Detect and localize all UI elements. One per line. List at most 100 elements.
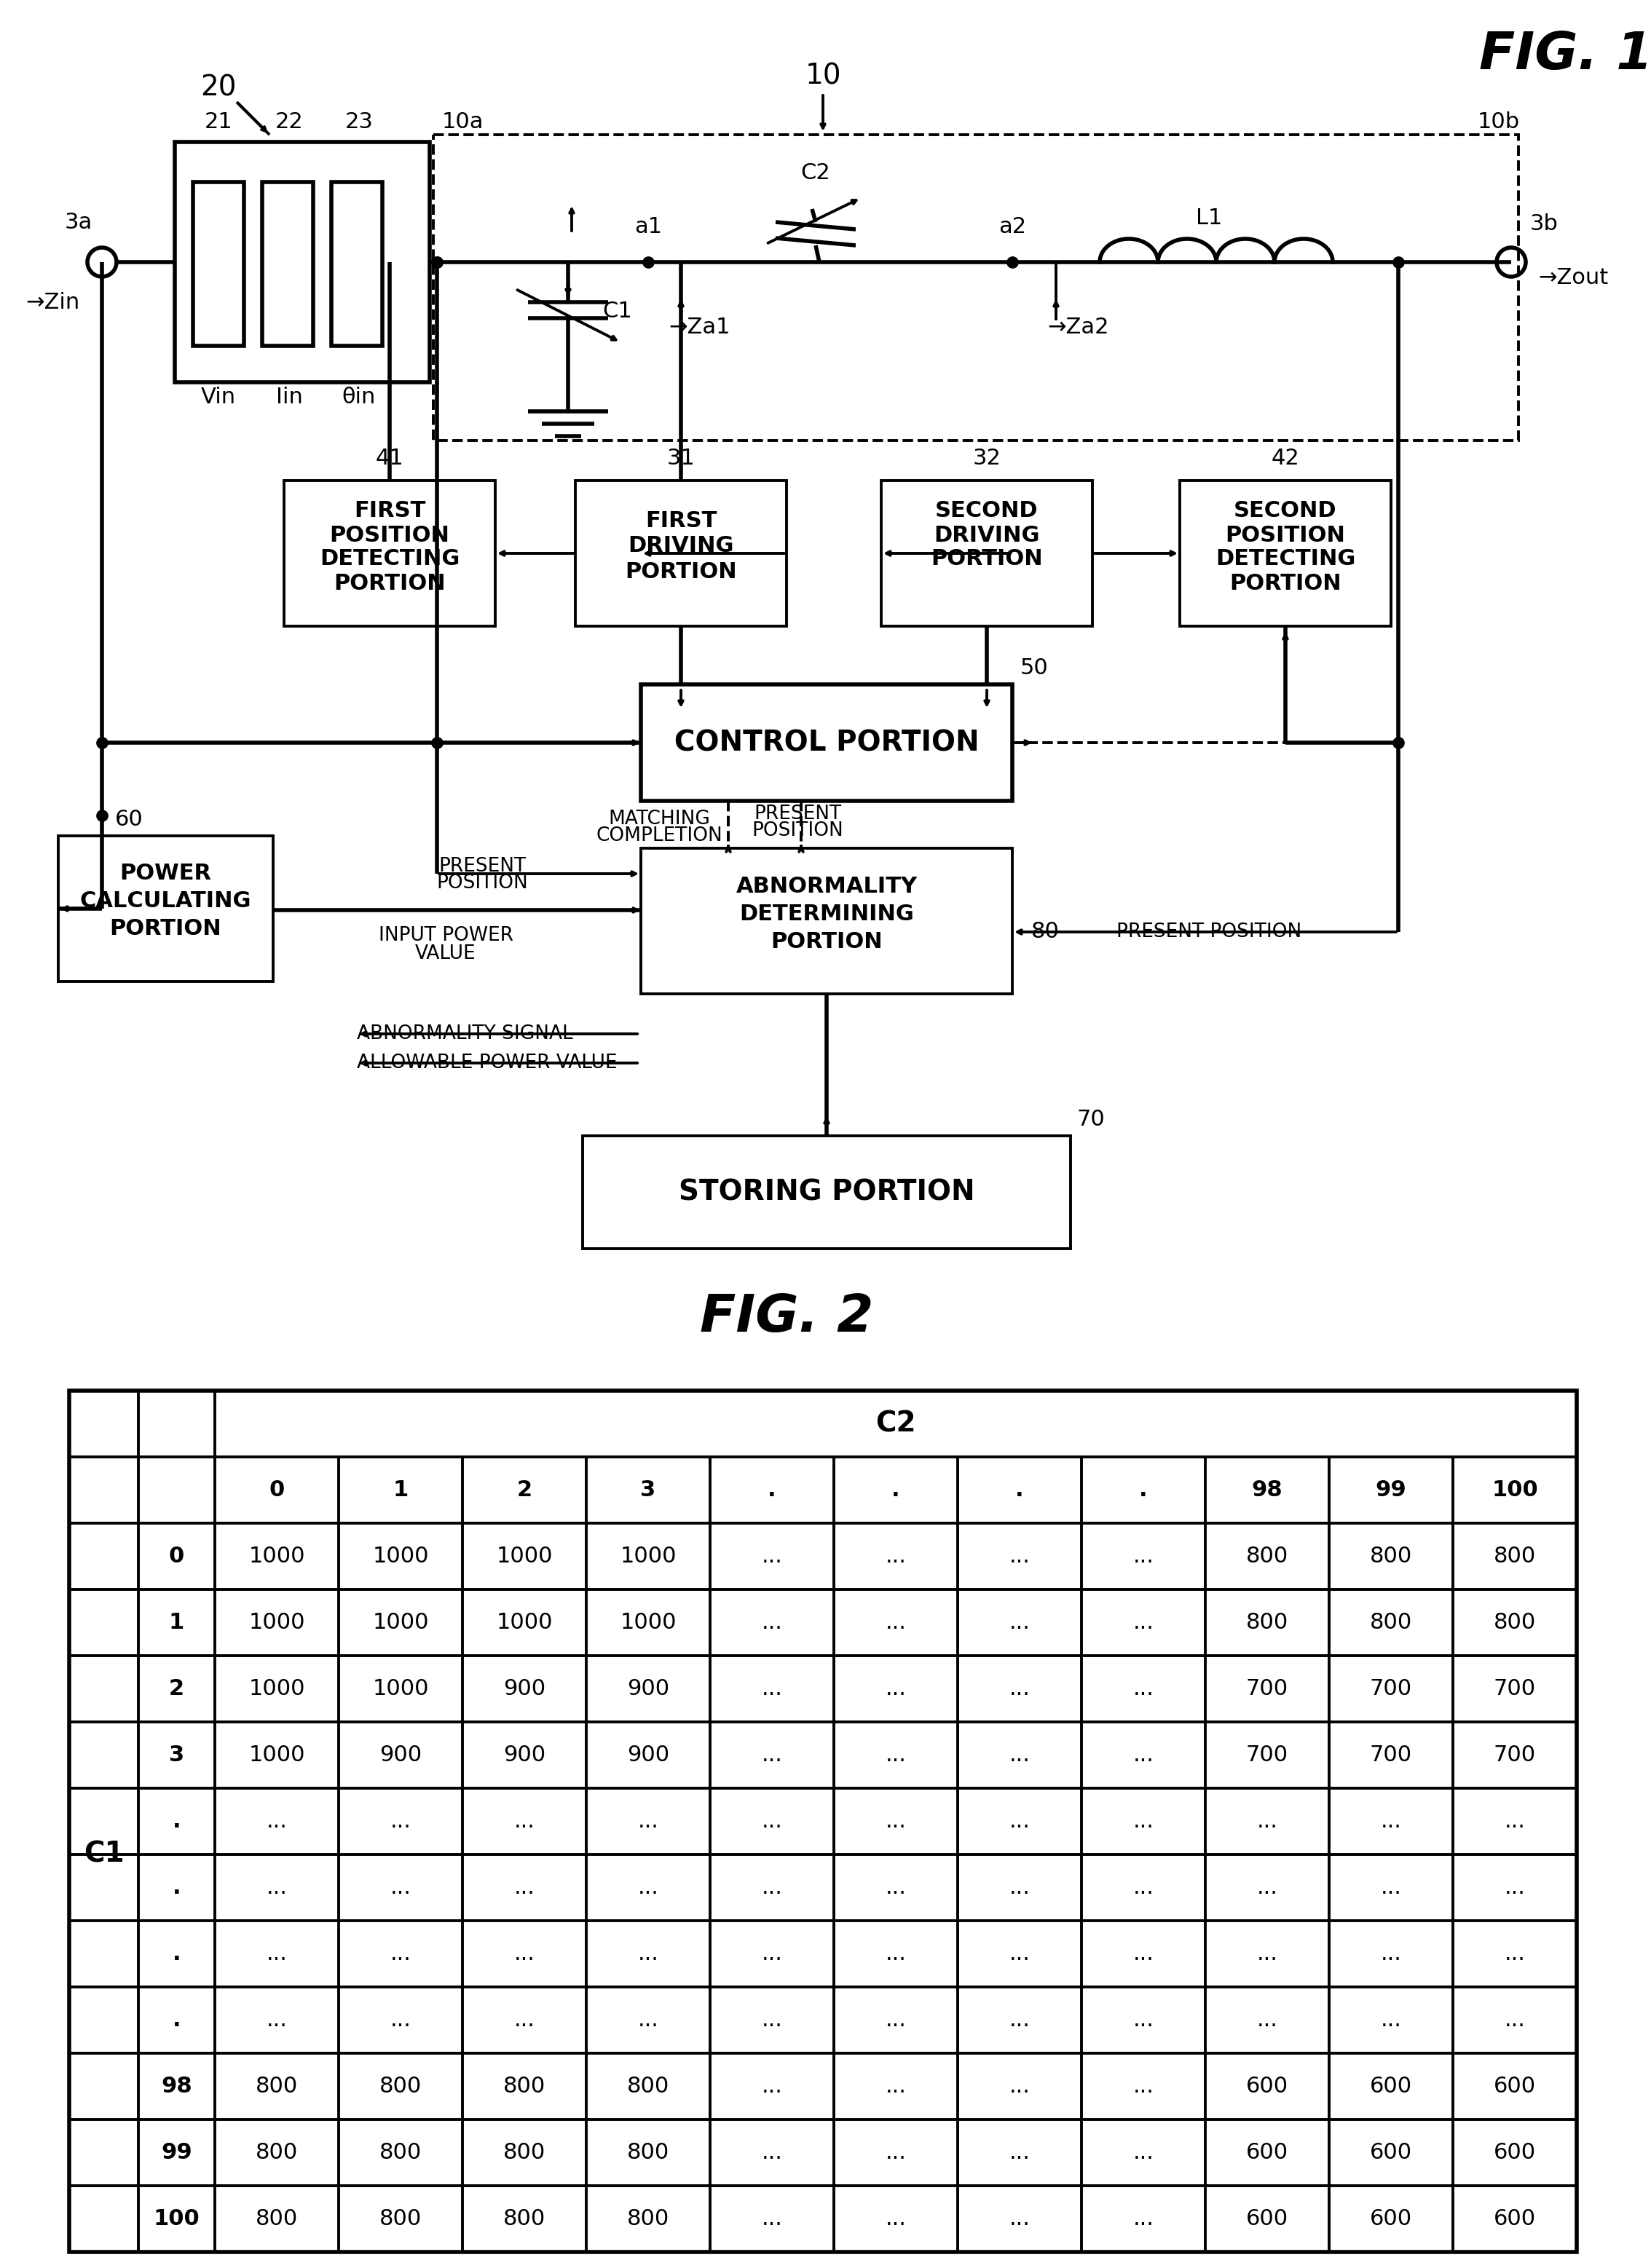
Text: POWER: POWER [121,864,211,885]
Text: ...: ... [1009,1878,1030,1898]
Text: .: . [892,1479,900,1501]
Text: 1000: 1000 [497,1547,553,1567]
Text: C1: C1 [84,1842,124,1869]
Bar [641,848,1012,993]
Text: ...: ... [1380,1810,1402,1833]
Text: 800: 800 [1370,1613,1412,1633]
Text: 600: 600 [1370,2141,1412,2164]
Text: 3b: 3b [1530,213,1559,236]
Text: C1: C1 [603,299,632,322]
Bar [575,481,786,626]
Text: 1000: 1000 [249,1744,305,1765]
Text: .: . [1139,1479,1147,1501]
Text: ...: ... [390,1810,411,1833]
Text: ...: ... [637,1810,659,1833]
Bar [175,143,429,383]
Bar [58,837,272,982]
Text: PORTION: PORTION [931,549,1043,569]
Text: 600: 600 [1494,2141,1535,2164]
Text: 1000: 1000 [373,1613,429,1633]
Text: CALCULATING: CALCULATING [79,891,251,912]
Text: ...: ... [1380,2009,1402,2030]
Text: Iin: Iin [276,386,302,408]
Text: ...: ... [885,1878,906,1898]
Text: ...: ... [761,2009,783,2030]
Text: SECOND: SECOND [1233,501,1337,522]
Text: 700: 700 [1370,1678,1412,1699]
Text: ...: ... [1009,2209,1030,2229]
Text: PORTION: PORTION [109,919,221,939]
Text: 1000: 1000 [249,1547,305,1567]
Text: FIG. 1: FIG. 1 [1479,29,1651,79]
Text: ...: ... [761,2141,783,2164]
Bar [583,1136,1070,1250]
Text: .: . [1015,1479,1024,1501]
Text: 98: 98 [162,2075,192,2098]
Text: 600: 600 [1247,2075,1288,2098]
Text: 23: 23 [345,111,373,134]
Text: 1000: 1000 [619,1613,677,1633]
Text: ...: ... [1504,1944,1526,1964]
Text: 800: 800 [256,2209,297,2229]
Text: ...: ... [1133,1744,1154,1765]
Text: POSITION: POSITION [436,873,528,894]
Text: 800: 800 [1370,1547,1412,1567]
Text: →Zin: →Zin [25,293,79,313]
Text: .: . [172,1944,182,1964]
Text: ALLOWABLE POWER VALUE: ALLOWABLE POWER VALUE [357,1055,617,1073]
Text: ...: ... [885,2209,906,2229]
Bar [641,685,1012,801]
Text: 900: 900 [627,1744,669,1765]
Text: DETECTING: DETECTING [1215,549,1355,569]
Text: INPUT POWER: INPUT POWER [378,925,513,946]
Text: ...: ... [761,1547,783,1567]
Text: FIRST: FIRST [646,510,717,531]
Text: ...: ... [761,1613,783,1633]
Text: 50: 50 [1020,658,1048,678]
Text: 800: 800 [256,2141,297,2164]
Text: 700: 700 [1247,1744,1288,1765]
Text: 31: 31 [667,449,695,469]
Text: a1: a1 [634,218,662,238]
Bar [263,181,314,345]
Text: 800: 800 [380,2141,421,2164]
Text: 2: 2 [168,1678,185,1699]
Text: ...: ... [266,1878,287,1898]
Text: 700: 700 [1494,1678,1535,1699]
Text: 100: 100 [1491,1479,1539,1501]
Text: ...: ... [1009,2075,1030,2098]
Text: ...: ... [1133,1878,1154,1898]
Text: ...: ... [390,1878,411,1898]
Text: 600: 600 [1494,2209,1535,2229]
Text: 100: 100 [154,2209,200,2229]
Text: 3: 3 [168,1744,185,1765]
Text: ...: ... [1504,1878,1526,1898]
Text: 10a: 10a [441,111,484,132]
Text: 800: 800 [1247,1613,1288,1633]
Text: 800: 800 [504,2141,545,2164]
Text: ...: ... [1256,2009,1278,2030]
Text: STORING PORTION: STORING PORTION [679,1179,974,1207]
Text: ...: ... [1504,2009,1526,2030]
Text: ...: ... [885,2009,906,2030]
Text: ...: ... [1009,1744,1030,1765]
Text: ...: ... [1133,2075,1154,2098]
Text: 800: 800 [627,2075,669,2098]
Text: ...: ... [1133,2009,1154,2030]
Text: PORTION: PORTION [626,560,736,583]
Text: 600: 600 [1494,2075,1535,2098]
Bar [882,481,1093,626]
Text: 1000: 1000 [497,1613,553,1633]
Text: 1000: 1000 [373,1547,429,1567]
Text: .: . [172,1810,182,1833]
Text: 800: 800 [627,2141,669,2164]
Text: 700: 700 [1247,1678,1288,1699]
Bar [193,181,244,345]
Text: 800: 800 [380,2209,421,2229]
Text: 800: 800 [380,2075,421,2098]
Text: ...: ... [390,1944,411,1964]
Text: ...: ... [1133,2141,1154,2164]
Text: ...: ... [885,1547,906,1567]
Text: ...: ... [1009,2009,1030,2030]
Text: ...: ... [885,2141,906,2164]
